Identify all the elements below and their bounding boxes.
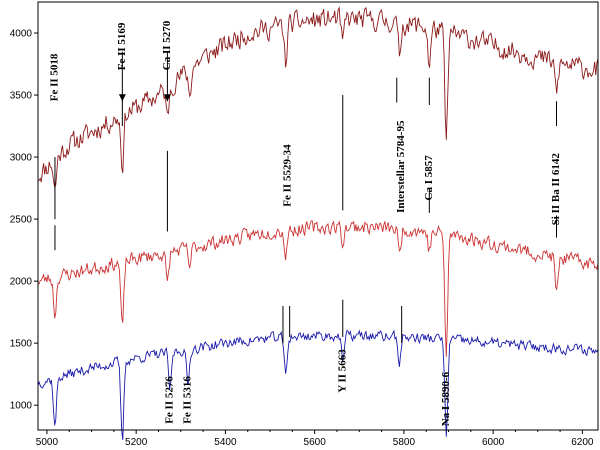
x-tick-label: 6200 xyxy=(571,437,594,448)
x-tick-label: 5200 xyxy=(125,437,148,448)
line-annotation: Interstellar 5784-95 xyxy=(395,120,407,213)
line-annotation: Fe II 5169 xyxy=(116,22,128,70)
series-layer xyxy=(37,6,599,440)
arrow-head xyxy=(163,94,171,102)
spectrum-series-1 xyxy=(37,6,599,190)
y-tick-label: 2500 xyxy=(10,215,33,226)
y-tick-label: 3000 xyxy=(10,153,33,164)
plot-frame xyxy=(37,1,599,431)
axis-layer: 5000 5200 5400 5600 5800 6000 6200 1000 1500 2000… xyxy=(10,1,599,448)
line-annotation: Si II Ba II 6142 xyxy=(550,153,562,226)
x-tick-label: 5800 xyxy=(393,437,416,448)
spectrum-series-3 xyxy=(37,329,599,440)
annotation-layer: Fe II 5018 Fe II 5169 Ca II 5270 Fe II 5276… xyxy=(48,20,562,426)
line-annotation: Y II 5663 xyxy=(336,349,348,393)
marker-layer xyxy=(54,77,558,344)
line-annotation: Fe II 5529-34 xyxy=(281,144,293,207)
spectrum-series-2 xyxy=(37,220,599,357)
arrow-head xyxy=(118,94,126,102)
x-tick-label: 5600 xyxy=(304,437,327,448)
line-annotation: Na I 5890-6 xyxy=(440,371,452,426)
x-tick-label: 6000 xyxy=(482,437,505,448)
line-annotation: Ca I 5857 xyxy=(423,155,435,201)
line-annotation: Fe II 5276 xyxy=(164,376,176,424)
line-annotation: Ca II 5270 xyxy=(161,20,173,70)
line-annotation: Fe II 5018 xyxy=(48,53,60,101)
y-tick-label: 4000 xyxy=(10,29,33,40)
y-tick-label: 1500 xyxy=(10,339,33,350)
x-tick-label: 5400 xyxy=(214,437,237,448)
x-tick-label: 5000 xyxy=(36,437,59,448)
y-tick-label: 3500 xyxy=(10,91,33,102)
y-tick-label: 2000 xyxy=(10,277,33,288)
line-annotation: Fe II 5316 xyxy=(181,376,193,424)
y-tick-label: 1000 xyxy=(10,401,33,412)
